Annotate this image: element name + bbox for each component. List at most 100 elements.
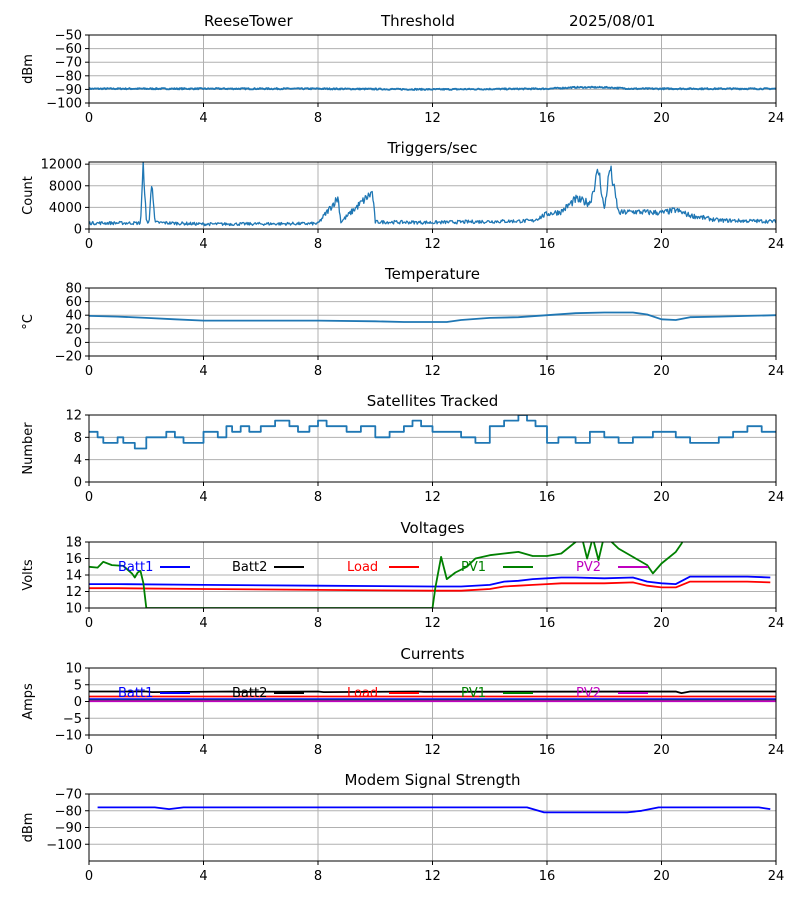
x-tick-label: 16 <box>539 111 556 126</box>
x-tick-label: 12 <box>424 111 441 126</box>
series-line-batt2 <box>89 690 776 694</box>
panel-3: 0 4 8 12 16 20 24 0 4 8 12 Satellites Tracked Number <box>21 392 784 505</box>
series-line-pv1 <box>89 542 684 608</box>
x-tick-label: 16 <box>539 364 556 379</box>
y-tick-label: −20 <box>55 350 82 365</box>
y-tick-label: −70 <box>55 788 82 803</box>
series-line-batt1 <box>89 575 771 588</box>
x-tick-label: 20 <box>653 616 670 631</box>
y-axis-label: °C <box>21 314 36 330</box>
y-tick-label: −80 <box>55 69 82 84</box>
legend-label-batt1: Batt1 <box>118 686 153 701</box>
x-tick-label: 8 <box>314 237 322 252</box>
legend-label-pv2: PV2 <box>576 686 601 701</box>
x-tick-label: 8 <box>314 869 322 884</box>
x-tick-label: 24 <box>768 869 785 884</box>
legend-label-load: Load <box>347 686 378 701</box>
y-tick-label: −50 <box>55 29 82 44</box>
x-tick-label: 0 <box>85 490 93 505</box>
panel-1: 0 4 8 12 16 20 24 0 4000 8000 12000 Triggers/sec Cou… <box>21 139 784 252</box>
legend-label-batt1: Batt1 <box>118 560 153 575</box>
date-label: 2025/08/01 <box>569 12 656 30</box>
x-tick-label: 12 <box>424 869 441 884</box>
x-tick-label: 12 <box>424 743 441 758</box>
legend-label-load: Load <box>347 560 378 575</box>
x-tick-label: 4 <box>199 869 207 884</box>
y-tick-label: −70 <box>55 56 82 71</box>
y-tick-label: 4 <box>74 453 82 468</box>
x-tick-label: 0 <box>85 743 93 758</box>
series-line-load <box>89 580 771 592</box>
x-tick-label: 4 <box>199 743 207 758</box>
y-tick-label: 4000 <box>49 201 82 216</box>
x-tick-label: 8 <box>314 743 322 758</box>
panel-5: 0 4 8 12 16 20 24 −10 −5 0 510 Currents Amps Batt1 Bat… <box>21 645 784 758</box>
x-tick-label: 24 <box>768 111 785 126</box>
y-tick-label: 12 <box>65 409 82 424</box>
y-tick-label: 12000 <box>41 158 82 173</box>
x-tick-label: 20 <box>653 869 670 884</box>
legend-label-batt2: Batt2 <box>232 560 267 575</box>
y-axis-label: dBm <box>21 813 36 843</box>
x-tick-label: 16 <box>539 237 556 252</box>
x-tick-label: 12 <box>424 490 441 505</box>
series-line-0 <box>89 415 776 450</box>
panel-title: Satellites Tracked <box>367 392 498 410</box>
x-tick-label: 20 <box>653 743 670 758</box>
x-tick-label: 20 <box>653 490 670 505</box>
y-tick-label: 0 <box>74 223 82 238</box>
y-axis-label: Count <box>21 176 36 215</box>
y-tick-label: −80 <box>55 804 82 819</box>
x-tick-label: 16 <box>539 743 556 758</box>
x-tick-label: 24 <box>768 490 785 505</box>
x-tick-label: 16 <box>539 490 556 505</box>
y-tick-label: 8000 <box>49 179 82 194</box>
y-tick-label: −10 <box>55 729 82 744</box>
x-tick-label: 20 <box>653 111 670 126</box>
x-tick-label: 24 <box>768 364 785 379</box>
station-name: ReeseTower <box>204 12 293 30</box>
y-axis-label: dBm <box>21 54 36 84</box>
y-axis-label: Amps <box>21 683 36 720</box>
y-tick-label: −5 <box>63 712 82 727</box>
panel-title: Modem Signal Strength <box>345 771 521 789</box>
x-tick-label: 24 <box>768 616 785 631</box>
x-tick-label: 0 <box>85 364 93 379</box>
y-axis-label: Number <box>21 422 36 475</box>
panel-title: Triggers/sec <box>387 139 478 157</box>
y-tick-label: 10 <box>65 602 82 617</box>
x-tick-label: 16 <box>539 869 556 884</box>
y-tick-label: 8 <box>74 431 82 446</box>
x-tick-label: 12 <box>424 616 441 631</box>
y-tick-label: −90 <box>55 83 82 98</box>
y-tick-label: 20 <box>65 322 82 337</box>
y-tick-label: 80 <box>65 282 82 297</box>
y-axis-label: Volts <box>21 559 36 591</box>
x-tick-label: 4 <box>199 364 207 379</box>
x-tick-label: 12 <box>424 364 441 379</box>
y-tick-label: 0 <box>74 336 82 351</box>
y-tick-label: 14 <box>65 569 82 584</box>
x-tick-label: 8 <box>314 111 322 126</box>
legend-label-pv1: PV1 <box>461 686 486 701</box>
x-tick-label: 16 <box>539 616 556 631</box>
x-tick-label: 8 <box>314 616 322 631</box>
mode-label: Threshold <box>381 12 455 30</box>
series-line-0 <box>89 162 776 227</box>
x-tick-label: 24 <box>768 743 785 758</box>
y-tick-label: 0 <box>74 476 82 491</box>
y-tick-label: 16 <box>65 552 82 567</box>
panel-6: 0 4 8 12 16 20 24 −100 −90 −80−70 Modem Signal Str… <box>21 771 784 884</box>
legend-label-pv1: PV1 <box>461 560 486 575</box>
y-tick-label: 18 <box>65 536 82 551</box>
y-tick-label: 60 <box>65 295 82 310</box>
legend-label-pv2: PV2 <box>576 560 601 575</box>
panel-title: Voltages <box>400 519 464 537</box>
y-tick-label: 5 <box>74 678 82 693</box>
y-tick-label: −100 <box>46 838 82 853</box>
x-tick-label: 4 <box>199 490 207 505</box>
x-tick-label: 8 <box>314 364 322 379</box>
y-tick-label: −100 <box>46 97 82 112</box>
